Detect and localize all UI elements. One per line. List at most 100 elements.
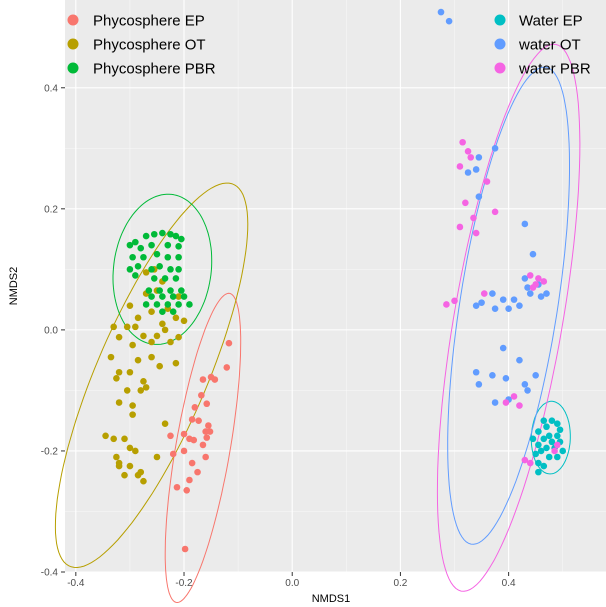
- point-water-ep: [554, 420, 561, 428]
- point-water-ot: [543, 290, 550, 297]
- point-phycosphere-ot: [172, 359, 180, 367]
- point-phycosphere-pbr: [167, 230, 174, 238]
- point-phycosphere-ot: [113, 453, 120, 461]
- point-phycosphere-ot: [126, 302, 134, 309]
- point-phycosphere-ot: [142, 269, 150, 276]
- point-phycosphere-pbr: [134, 263, 142, 270]
- y-tick-label: -0.4: [41, 568, 59, 579]
- point-phycosphere-pbr: [169, 308, 177, 316]
- point-phycosphere-ep: [195, 417, 202, 424]
- point-water-pbr: [462, 199, 469, 207]
- point-phycosphere-ep: [180, 430, 188, 438]
- point-phycosphere-ot: [115, 368, 123, 376]
- point-phycosphere-pbr: [167, 287, 174, 294]
- x-tick-label: 0.2: [393, 578, 407, 589]
- point-water-ot: [472, 368, 480, 376]
- legend-key: [494, 14, 506, 26]
- point-water-ot: [475, 193, 483, 201]
- ellipse-water-ot: [447, 66, 570, 545]
- point-phycosphere-ot: [132, 323, 139, 331]
- point-water-ot: [472, 166, 480, 173]
- legend: Phycosphere EP Phycosphere OT Phycosphere …: [67, 13, 591, 78]
- point-phycosphere-ot: [148, 308, 155, 316]
- x-tick-label: 0.0: [285, 578, 299, 589]
- point-phycosphere-pbr: [172, 232, 180, 240]
- point-water-pbr: [502, 399, 510, 406]
- point-water-ep: [535, 459, 542, 467]
- legend-key: [67, 14, 79, 26]
- point-water-ep: [537, 447, 545, 455]
- point-phycosphere-ot: [180, 317, 188, 325]
- point-water-ep: [540, 435, 548, 443]
- legend-label: Phycosphere OT: [93, 37, 206, 54]
- point-phycosphere-ot: [113, 375, 120, 382]
- point-water-pbr: [480, 290, 488, 297]
- point-water-ep: [535, 428, 542, 435]
- point-water-pbr: [483, 178, 491, 185]
- point-phycosphere-ot: [126, 444, 134, 452]
- y-tick-label: -0.2: [41, 446, 59, 457]
- legend-key: [494, 38, 506, 50]
- point-water-pbr: [456, 163, 464, 170]
- point-phycosphere-ot: [129, 341, 136, 349]
- y-tick-label: 0.2: [44, 204, 58, 215]
- point-phycosphere-ot: [126, 462, 134, 470]
- x-axis-title: NMDS1: [312, 593, 351, 605]
- point-phycosphere-pbr: [175, 243, 182, 250]
- point-water-ot: [499, 344, 507, 352]
- point-water-ot: [491, 399, 499, 406]
- point-phycosphere-pbr: [148, 266, 155, 273]
- point-phycosphere-ot: [161, 420, 169, 428]
- x-tick-label: -0.4: [67, 578, 85, 589]
- point-water-ot: [437, 8, 445, 16]
- plot-panel: [65, 0, 606, 572]
- point-phycosphere-ep: [203, 434, 211, 441]
- point-phycosphere-pbr: [142, 232, 150, 240]
- point-phycosphere-ot: [115, 399, 123, 406]
- point-phycosphere-ot: [102, 432, 109, 440]
- point-water-ot: [532, 371, 539, 379]
- point-phycosphere-pbr: [159, 229, 166, 237]
- point-phycosphere-pbr: [145, 287, 153, 294]
- point-phycosphere-ep: [188, 416, 196, 423]
- point-phycosphere-ep: [188, 459, 196, 467]
- point-phycosphere-ot: [161, 326, 169, 334]
- point-water-ot: [475, 154, 483, 161]
- x-tick-label: -0.2: [175, 578, 193, 589]
- point-phycosphere-ot: [175, 333, 182, 341]
- point-water-ot: [464, 169, 472, 176]
- ellipse-phycosphere-ep: [164, 292, 242, 604]
- point-phycosphere-ot: [148, 353, 155, 361]
- point-water-ot: [445, 17, 453, 25]
- point-water-pbr: [521, 456, 529, 464]
- point-phycosphere-ep: [205, 422, 212, 429]
- point-phycosphere-ot: [115, 333, 123, 341]
- legend-key: [67, 62, 79, 74]
- point-water-pbr: [551, 447, 558, 455]
- point-phycosphere-pbr: [178, 287, 185, 294]
- point-water-ot: [510, 296, 518, 303]
- point-water-pbr: [472, 229, 480, 237]
- point-water-pbr: [459, 138, 466, 146]
- point-phycosphere-ot: [156, 362, 163, 370]
- y-axis-ticks: -0.4 -0.2 0.0 0.2 0.4: [41, 83, 65, 579]
- point-phycosphere-ot: [110, 435, 117, 443]
- point-phycosphere-ot: [134, 356, 142, 364]
- point-water-ep: [545, 432, 553, 440]
- point-water-ep: [540, 417, 548, 424]
- point-phycosphere-ot: [137, 387, 145, 394]
- point-phycosphere-ot: [140, 332, 147, 340]
- point-phycosphere-ot: [110, 323, 117, 331]
- point-phycosphere-ot: [172, 314, 180, 322]
- point-water-ep: [554, 453, 561, 461]
- point-phycosphere-ep: [167, 432, 174, 440]
- x-axis-ticks: -0.4 -0.2 0.0 0.2 0.4: [67, 572, 516, 589]
- point-water-ot: [524, 387, 531, 394]
- point-phycosphere-ot: [175, 293, 182, 300]
- point-phycosphere-ep: [183, 486, 191, 494]
- point-water-ot: [489, 371, 496, 379]
- point-phycosphere-pbr: [161, 275, 169, 282]
- point-phycosphere-ep: [206, 428, 214, 435]
- point-water-ep: [529, 435, 537, 443]
- point-water-pbr: [554, 441, 561, 449]
